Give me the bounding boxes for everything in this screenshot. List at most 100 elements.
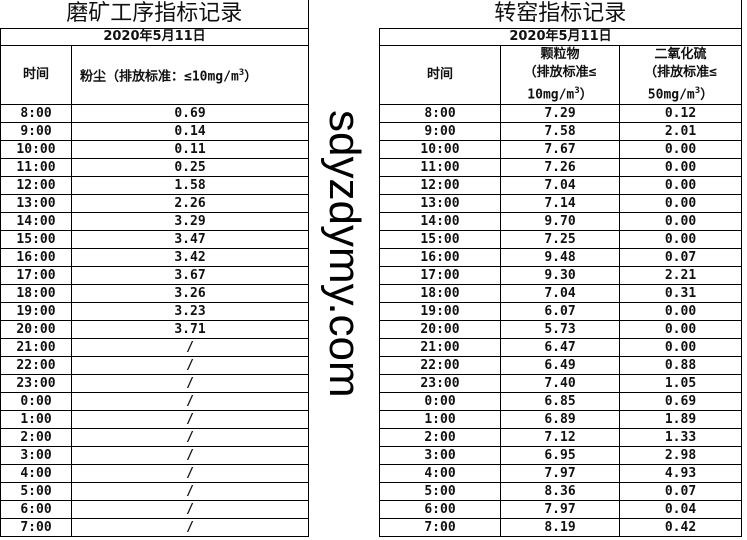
- cell-time: 15:00: [379, 230, 501, 250]
- cell-time: 23:00: [379, 374, 501, 394]
- cell-pm: 7.25: [500, 230, 620, 250]
- table-row: 3:00 6.95 2.98: [379, 446, 742, 466]
- cell-time: 6:00: [379, 500, 501, 520]
- cell-time: 8:00: [379, 104, 501, 124]
- cell-dust: 2.26: [70, 194, 310, 213]
- cell-time: 22:00: [379, 356, 501, 376]
- cell-dust: 0.11: [70, 140, 310, 159]
- cell-so2: 0.00: [619, 140, 742, 160]
- cell-so2: 0.31: [619, 284, 742, 304]
- table-row: 13:00 2.26: [0, 194, 310, 213]
- rotary-kiln-table: 转窑指标记录 2020年5月11日 时间 颗粒物 （排放标准≤ 10mg/m3） 二…: [379, 0, 742, 538]
- cell-dust: 3.71: [70, 320, 310, 339]
- cell-dust: 3.67: [70, 266, 310, 285]
- table-date: 2020年5月11日: [379, 28, 742, 46]
- cell-so2: 1.05: [619, 374, 742, 394]
- cell-dust: 0.14: [70, 122, 310, 141]
- cell-dust: /: [70, 338, 310, 357]
- cell-time: 11:00: [379, 158, 501, 178]
- cell-so2: 0.69: [619, 392, 742, 412]
- header-particulate: 颗粒物 （排放标准≤ 10mg/m3）: [500, 44, 620, 106]
- cell-so2: 0.00: [619, 212, 742, 232]
- cell-so2: 0.00: [619, 176, 742, 196]
- table-row: 21:00 6.47 0.00: [379, 338, 742, 358]
- header-dust-text: 粉尘（排放标准：≤10mg/m: [80, 69, 239, 85]
- cell-time: 0:00: [0, 392, 72, 411]
- table-row: 7:00 8.19 0.42: [379, 518, 742, 538]
- cell-time: 7:00: [379, 518, 501, 538]
- table-row: 11:00 0.25: [0, 158, 310, 177]
- table-row: 6:00 7.97 0.04: [379, 500, 742, 520]
- table-row: 4:00/: [0, 464, 310, 483]
- cell-so2: 1.33: [619, 428, 742, 448]
- cell-so2: 0.00: [619, 338, 742, 358]
- cell-pm: 7.04: [500, 176, 620, 196]
- table-row: 9:00 7.58 2.01: [379, 122, 742, 142]
- cell-dust: 3.26: [70, 284, 310, 303]
- table-row: 23:00 7.40 1.05: [379, 374, 742, 394]
- cell-so2: 4.93: [619, 464, 742, 484]
- table-row: 8:00 7.29 0.12: [379, 104, 742, 124]
- cell-time: 13:00: [379, 194, 501, 214]
- header-pm-line2: （排放标准≤: [523, 65, 597, 80]
- table-row: 23:00/: [0, 374, 310, 393]
- watermark: sdyzdymy.com: [320, 110, 369, 398]
- cell-time: 20:00: [0, 320, 72, 339]
- cell-dust: /: [70, 428, 310, 447]
- table-row: 13:00 7.14 0.00: [379, 194, 742, 214]
- header-dust-sup: 3: [238, 67, 245, 78]
- cell-time: 13:00: [0, 194, 72, 213]
- table-row: 10:00 7.67 0.00: [379, 140, 742, 160]
- table-row: 2:00 7.12 1.33: [379, 428, 742, 448]
- cell-time: 7:00: [0, 518, 72, 537]
- header-so2-line1: 二氧化硫: [654, 47, 707, 62]
- cell-time: 9:00: [0, 122, 72, 141]
- cell-dust: 3.23: [70, 302, 310, 321]
- cell-pm: 6.47: [500, 338, 620, 358]
- cell-dust: /: [70, 410, 310, 429]
- cell-dust: /: [70, 518, 310, 537]
- table-row: 17:00 9.30 2.21: [379, 266, 742, 286]
- cell-so2: 0.42: [619, 518, 742, 538]
- cell-time: 18:00: [0, 284, 72, 303]
- cell-so2: 0.00: [619, 302, 742, 322]
- cell-time: 10:00: [0, 140, 72, 159]
- cell-time: 10:00: [379, 140, 501, 160]
- cell-pm: 9.70: [500, 212, 620, 232]
- table-date: 2020年5月11日: [0, 28, 310, 46]
- cell-pm: 7.40: [500, 374, 620, 394]
- cell-pm: 9.30: [500, 266, 620, 286]
- cell-dust: /: [70, 392, 310, 411]
- cell-so2: 0.12: [619, 104, 742, 124]
- cell-dust: 0.69: [70, 104, 310, 123]
- table-row: 4:00 7.97 4.93: [379, 464, 742, 484]
- table-row: 1:00/: [0, 410, 310, 429]
- cell-dust: /: [70, 500, 310, 519]
- table-row: 8:00 0.69: [0, 104, 310, 123]
- cell-time: 17:00: [379, 266, 501, 286]
- cell-dust: 1.58: [70, 176, 310, 195]
- cell-pm: 7.97: [500, 500, 620, 520]
- table-row: 15:00 7.25 0.00: [379, 230, 742, 250]
- cell-time: 17:00: [0, 266, 72, 285]
- table-row: 14:00 3.29: [0, 212, 310, 231]
- cell-so2: 1.89: [619, 410, 742, 430]
- cell-time: 6:00: [0, 500, 72, 519]
- cell-time: 0:00: [379, 392, 501, 412]
- cell-so2: 0.07: [619, 482, 742, 502]
- table-row: 19:00 3.23: [0, 302, 310, 321]
- table-row: 3:00/: [0, 446, 310, 465]
- cell-pm: 6.85: [500, 392, 620, 412]
- cell-time: 12:00: [379, 176, 501, 196]
- cell-time: 1:00: [379, 410, 501, 430]
- cell-dust: /: [70, 464, 310, 483]
- cell-pm: 7.04: [500, 284, 620, 304]
- table-row: 16:00 3.42: [0, 248, 310, 267]
- cell-time: 20:00: [379, 320, 501, 340]
- table-row: 22:00/: [0, 356, 310, 375]
- cell-time: 19:00: [0, 302, 72, 321]
- cell-time: 18:00: [379, 284, 501, 304]
- header-time: 时间: [0, 45, 72, 105]
- cell-time: 5:00: [0, 482, 72, 501]
- cell-so2: 0.00: [619, 194, 742, 214]
